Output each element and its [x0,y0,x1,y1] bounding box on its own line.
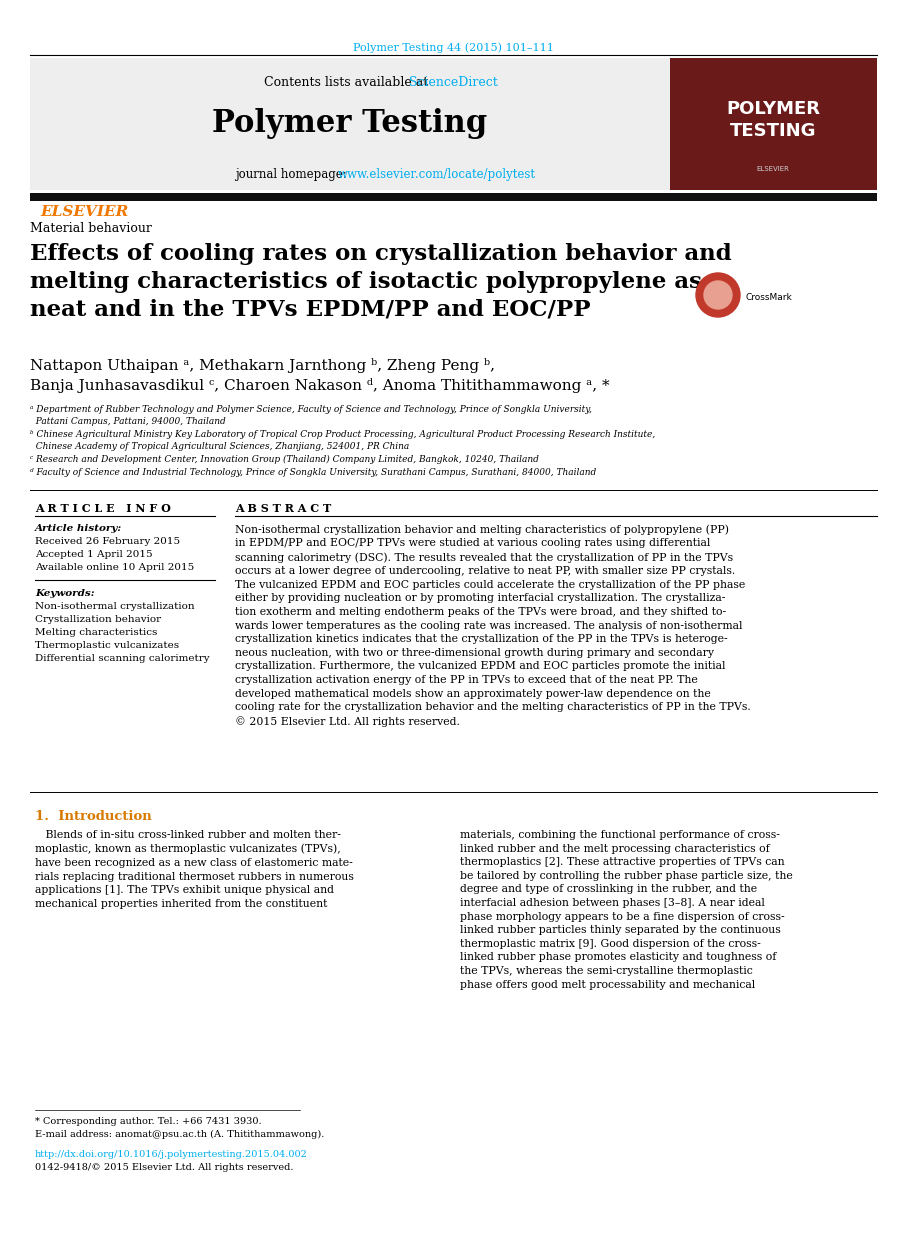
Text: Banja Junhasavasdikul ᶜ, Charoen Nakason ᵈ, Anoma Thitithammawong ᵃ, *: Banja Junhasavasdikul ᶜ, Charoen Nakason… [30,378,610,392]
Text: journal homepage:: journal homepage: [235,168,346,181]
Text: Blends of in-situ cross-linked rubber and molten ther-
moplastic, known as therm: Blends of in-situ cross-linked rubber an… [35,829,354,909]
Text: 0142-9418/© 2015 Elsevier Ltd. All rights reserved.: 0142-9418/© 2015 Elsevier Ltd. All right… [35,1162,294,1172]
Text: Non-isothermal crystallization: Non-isothermal crystallization [35,602,195,612]
Text: Material behaviour: Material behaviour [30,222,151,235]
Text: Thermoplastic vulcanizates: Thermoplastic vulcanizates [35,641,179,650]
Text: ᵇ Chinese Agricultural Ministry Key Laboratory of Tropical Crop Product Processi: ᵇ Chinese Agricultural Ministry Key Labo… [30,430,655,451]
Text: Polymer Testing: Polymer Testing [212,108,488,139]
Text: 1.  Introduction: 1. Introduction [35,810,151,823]
Text: Non-isothermal crystallization behavior and melting characteristics of polypropy: Non-isothermal crystallization behavior … [235,524,751,727]
Text: Crystallization behavior: Crystallization behavior [35,615,161,624]
Text: ᵃ Department of Rubber Technology and Polymer Science, Faculty of Science and Te: ᵃ Department of Rubber Technology and Po… [30,405,592,426]
Text: Polymer Testing 44 (2015) 101–111: Polymer Testing 44 (2015) 101–111 [353,42,553,52]
Text: E-mail address: anomat@psu.ac.th (A. Thitithammawong).: E-mail address: anomat@psu.ac.th (A. Thi… [35,1130,325,1139]
Bar [30,193,877,201]
Text: ELSEVIER: ELSEVIER [40,206,128,219]
Text: Nattapon Uthaipan ᵃ, Methakarn Jarnthong ᵇ, Zheng Peng ᵇ,: Nattapon Uthaipan ᵃ, Methakarn Jarnthong… [30,358,495,373]
Text: Keywords:: Keywords: [35,589,94,598]
Bar [30,58,670,189]
Text: Accepted 1 April 2015: Accepted 1 April 2015 [35,550,152,560]
Text: www.elsevier.com/locate/polytest: www.elsevier.com/locate/polytest [338,168,536,181]
Text: Received 26 February 2015: Received 26 February 2015 [35,537,180,546]
Text: materials, combining the functional performance of cross-
linked rubber and the : materials, combining the functional perf… [460,829,793,989]
Text: Effects of cooling rates on crystallization behavior and
melting characteristics: Effects of cooling rates on crystallizat… [30,243,732,321]
Text: http://dx.doi.org/10.1016/j.polymertesting.2015.04.002: http://dx.doi.org/10.1016/j.polymertesti… [35,1150,307,1159]
Text: CrossMark: CrossMark [745,293,792,302]
Text: ELSEVIER: ELSEVIER [756,166,789,172]
Text: Contents lists available at: Contents lists available at [264,76,436,89]
Text: * Corresponding author. Tel.: +66 7431 3930.: * Corresponding author. Tel.: +66 7431 3… [35,1117,261,1127]
Circle shape [696,274,740,317]
Text: Article history:: Article history: [35,524,122,534]
Circle shape [704,281,732,310]
Text: Melting characteristics: Melting characteristics [35,628,158,638]
Text: ᵈ Faculty of Science and Industrial Technology, Prince of Songkla University, Su: ᵈ Faculty of Science and Industrial Tech… [30,468,596,477]
Text: ScienceDirect: ScienceDirect [409,76,497,89]
Text: Available online 10 April 2015: Available online 10 April 2015 [35,563,194,572]
Text: Differential scanning calorimetry: Differential scanning calorimetry [35,654,210,664]
Bar [670,58,877,189]
Text: POLYMER
TESTING: POLYMER TESTING [726,100,820,140]
Text: A R T I C L E   I N F O: A R T I C L E I N F O [35,503,171,514]
Text: ᶜ Research and Development Center, Innovation Group (Thailand) Company Limited, : ᶜ Research and Development Center, Innov… [30,456,539,464]
Text: A B S T R A C T: A B S T R A C T [235,503,331,514]
